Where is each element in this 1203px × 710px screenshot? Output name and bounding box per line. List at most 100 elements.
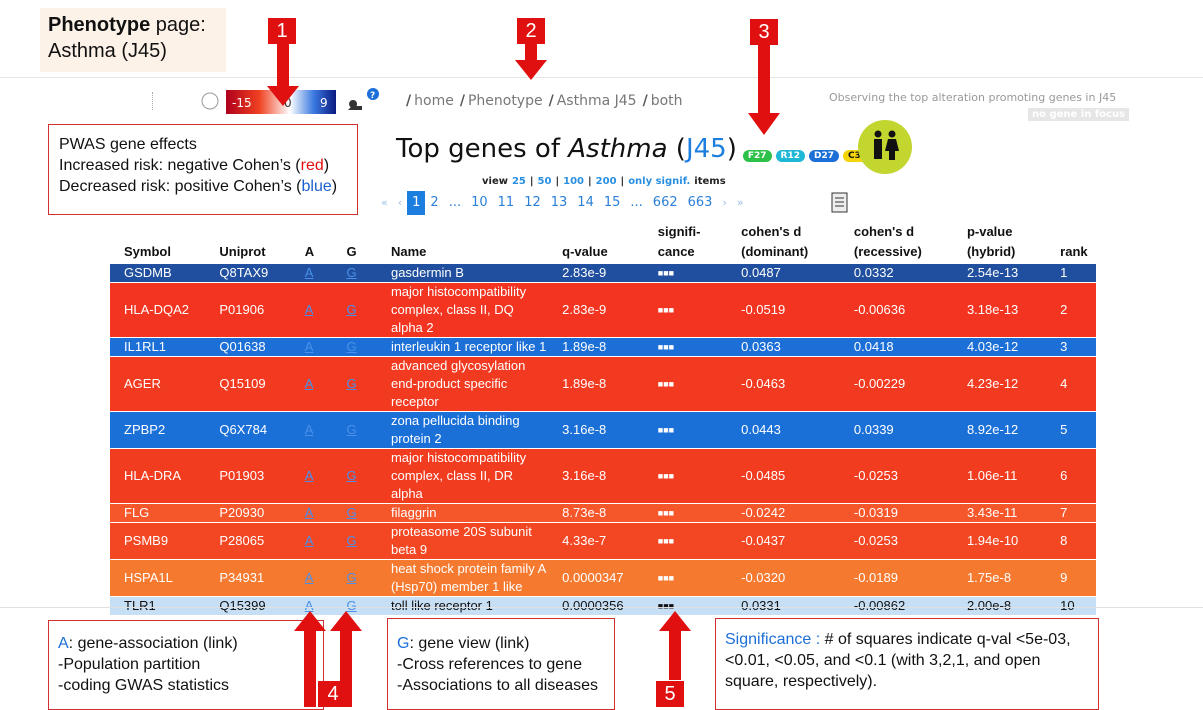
view-option[interactable]: 50: [538, 176, 552, 187]
link-cell[interactable]: A: [291, 283, 333, 338]
legend-blue: blue: [301, 178, 331, 195]
link-cell[interactable]: A: [291, 449, 333, 504]
cell: 2: [1046, 283, 1096, 338]
cell: -0.0519: [727, 283, 840, 338]
crumb-separator: /: [549, 93, 554, 109]
cell: 1.06e-11: [953, 449, 1046, 504]
cell: P34931: [205, 560, 290, 597]
page-link[interactable]: 13: [546, 191, 573, 215]
badge[interactable]: F27: [743, 150, 772, 162]
view-option[interactable]: 200: [596, 176, 617, 187]
legend-close: ): [332, 178, 337, 195]
legend-line: Increased risk: negative Cohen’s (: [59, 157, 301, 174]
cell: 3: [1046, 338, 1096, 357]
badge[interactable]: R12: [776, 150, 805, 162]
view-option[interactable]: 25: [512, 176, 526, 187]
page-link[interactable]: 14: [572, 191, 599, 215]
cell: Q01638: [205, 338, 290, 357]
cell: Q15399: [205, 597, 290, 616]
note-line: -Associations to all diseases: [397, 675, 614, 696]
crumb[interactable]: Phenotype: [468, 93, 543, 109]
page-link[interactable]: 2: [425, 191, 443, 215]
view-option[interactable]: only signif.: [628, 176, 690, 187]
link-cell[interactable]: A: [291, 560, 333, 597]
page-link[interactable]: ‹: [393, 191, 407, 215]
cell: AGER: [110, 357, 205, 412]
marker: 5: [656, 681, 684, 707]
colorbar-max: 9: [320, 96, 328, 110]
page-link[interactable]: 663: [683, 191, 718, 215]
cell: P01903: [205, 449, 290, 504]
page-link[interactable]: ...: [625, 191, 647, 215]
note-key: Significance :: [725, 631, 820, 648]
link-cell[interactable]: G: [332, 338, 377, 357]
cell: 8: [1046, 523, 1096, 560]
link-cell[interactable]: A: [291, 504, 333, 523]
shield-icon[interactable]: [202, 93, 218, 109]
page-link[interactable]: 10: [466, 191, 493, 215]
link-cell[interactable]: G: [332, 504, 377, 523]
crumb[interactable]: both: [651, 93, 683, 109]
crumb[interactable]: home: [414, 93, 454, 109]
link-cell[interactable]: A: [291, 338, 333, 357]
page-link[interactable]: 11: [493, 191, 520, 215]
page-link[interactable]: 12: [519, 191, 546, 215]
page-link[interactable]: »: [732, 191, 749, 215]
cell: -0.0485: [727, 449, 840, 504]
page-link[interactable]: «: [376, 191, 393, 215]
page-link[interactable]: 15: [599, 191, 626, 215]
page-link[interactable]: ...: [444, 191, 466, 215]
cell: 2.83e-9: [548, 283, 644, 338]
heading-code[interactable]: J45: [686, 134, 727, 164]
link-cell[interactable]: G: [332, 560, 377, 597]
cell: ■■■: [644, 597, 727, 616]
cell: Q15109: [205, 357, 290, 412]
gender-icon[interactable]: [857, 119, 913, 175]
export-icon[interactable]: [830, 192, 850, 214]
link-cell[interactable]: A: [291, 412, 333, 449]
link-cell[interactable]: G: [332, 449, 377, 504]
colorbar-min: -15: [232, 96, 252, 110]
view-separator: |: [555, 176, 559, 187]
crumb[interactable]: Asthma J45: [557, 93, 637, 109]
bottom-rule: [0, 607, 1203, 608]
page-link[interactable]: 662: [648, 191, 683, 215]
link-cell[interactable]: G: [332, 597, 377, 616]
cell: interleukin 1 receptor like 1: [377, 338, 548, 357]
link-cell[interactable]: A: [291, 597, 333, 616]
heading-text: (: [668, 134, 686, 164]
view-option[interactable]: 100: [563, 176, 584, 187]
link-cell[interactable]: G: [332, 523, 377, 560]
column-header: p-value(hybrid): [953, 222, 1046, 264]
cell: TLR1: [110, 597, 205, 616]
badge[interactable]: D27: [809, 150, 839, 162]
page-link[interactable]: 1: [407, 191, 425, 215]
link-cell[interactable]: G: [332, 357, 377, 412]
divider: [152, 92, 153, 110]
view-label: view: [482, 176, 508, 187]
link-cell[interactable]: G: [332, 412, 377, 449]
cell: 2.83e-9: [548, 264, 644, 283]
cell: HLA-DQA2: [110, 283, 205, 338]
link-cell[interactable]: A: [291, 523, 333, 560]
header-row: SymbolUniprotAGNameq-valuesignifi-cancec…: [110, 222, 1096, 264]
link-cell[interactable]: A: [291, 264, 333, 283]
link-cell[interactable]: G: [332, 264, 377, 283]
note-g: G: gene view (link) -Cross references to…: [387, 618, 615, 710]
hand-icon[interactable]: [348, 100, 362, 110]
note-line: -Cross references to gene: [397, 654, 614, 675]
link-cell[interactable]: G: [332, 283, 377, 338]
cell: ■■■: [644, 412, 727, 449]
link-cell[interactable]: A: [291, 357, 333, 412]
page-link[interactable]: ›: [717, 191, 731, 215]
